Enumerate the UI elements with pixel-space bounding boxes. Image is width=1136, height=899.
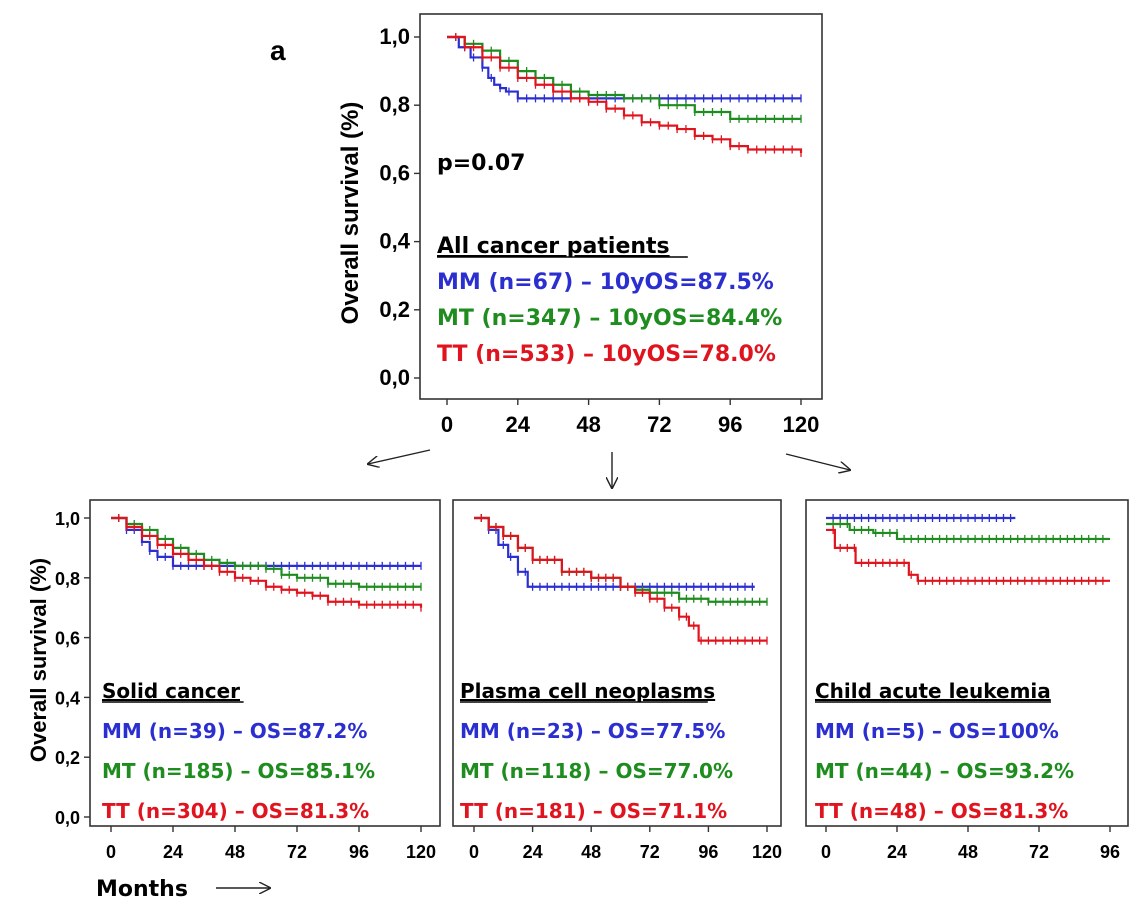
legend-entry-mt: MT (n=185) – OS=85.1% (102, 759, 375, 783)
y-tick-label: 0,0 (379, 365, 410, 390)
x-tick-label: 0 (469, 842, 479, 862)
legend-entry-tt: TT (n=304) – OS=81.3% (102, 799, 369, 823)
x-tick-label: 72 (1029, 842, 1049, 862)
y-tick-label: 1,0 (55, 509, 80, 529)
legend-entry-mt: MT (n=118) – OS=77.0% (460, 759, 733, 783)
x-tick-label: 0 (441, 412, 453, 437)
solid-cancer-chart: 0 24 48 72 96 120 0,0 0,2 0,4 0,6 0,8 1,0 Overall su… (26, 499, 441, 862)
x-tick-label: 0 (821, 842, 831, 862)
panel-label: a (270, 35, 286, 66)
legend-entry-mm: MM (n=5) – OS=100% (815, 719, 1059, 743)
plot-frame-solid (89, 499, 441, 827)
y-tick-label: 0,8 (379, 92, 410, 117)
plasma-cell-chart: 0 24 48 72 96 120 Plasma cell neoplasms MM (n=2… (452, 499, 782, 862)
curve-mm (111, 516, 421, 567)
curve-tt (826, 528, 1110, 582)
x-tick-label: 96 (1100, 842, 1120, 862)
x-tick-label: 0 (106, 842, 116, 862)
x-tick-label: 96 (718, 412, 742, 437)
legend-title: Solid cancer (102, 679, 240, 703)
legend-title: Child acute leukemia (815, 679, 1051, 703)
x-tick-label: 24 (887, 842, 907, 862)
x-tick-label: 24 (163, 842, 183, 862)
y-axis-label: Overall survival (%) (26, 558, 51, 762)
x-tick-label: 48 (576, 412, 600, 437)
plot-frame-plasma (452, 499, 782, 827)
arrows (216, 449, 850, 888)
plot-frame-child (805, 499, 1129, 827)
legend-entry-tt: TT (n=533) – 10yOS=78.0% (437, 342, 776, 367)
x-tick-label: 48 (581, 842, 601, 862)
y-tick-label: 0,6 (55, 629, 80, 649)
legend-entry-mm: MM (n=23) – OS=77.5% (460, 719, 725, 743)
legend-entry-mm: MM (n=67) – 10yOS=87.5% (437, 270, 774, 295)
x-tick-label: 96 (349, 842, 369, 862)
y-tick-label: 1,0 (379, 24, 410, 49)
x-tick-label: 72 (647, 412, 671, 437)
y-tick-label: 0,2 (55, 748, 80, 768)
curve-mt (447, 35, 801, 120)
y-tick-label: 0,2 (379, 297, 410, 322)
legend-title: Plasma cell neoplasms (460, 679, 715, 703)
y-axis-label: Overall survival (%) (337, 102, 364, 325)
legend-entry-mm: MM (n=39) – OS=87.2% (102, 719, 367, 743)
legend-entry-tt: TT (n=48) – OS=81.3% (815, 799, 1068, 823)
curve-tt (474, 516, 767, 642)
x-tick-label: 72 (640, 842, 660, 862)
y-tick-label: 0,4 (55, 688, 80, 708)
curve-mm (474, 516, 755, 588)
x-tick-label: 96 (698, 842, 718, 862)
y-tick-label: 0,4 (379, 229, 410, 254)
legend-entry-tt: TT (n=181) – OS=71.1% (460, 799, 727, 823)
x-tick-label: 120 (783, 412, 820, 437)
x-tick-label: 48 (958, 842, 978, 862)
curve-mt (826, 522, 1110, 541)
x-tick-label: 24 (523, 842, 543, 862)
y-tick-label: 0,8 (55, 569, 80, 589)
x-tick-label: 48 (225, 842, 245, 862)
legend-title: All cancer patients (437, 234, 670, 259)
y-tick-label: 0,6 (379, 160, 410, 185)
plot-frame-main (419, 13, 823, 400)
y-tick-label: 0,0 (55, 808, 80, 828)
main-survival-chart: 0 24 48 72 96 120 0,0 0,2 0,4 0,6 0,8 1,0 Overall su… (337, 13, 823, 437)
x-tick-label: 24 (506, 412, 531, 437)
x-tick-label: 72 (287, 842, 307, 862)
x-tick-label: 120 (752, 842, 782, 862)
arrow-to-solid (368, 449, 431, 464)
p-value: p=0.07 (437, 151, 525, 176)
x-tick-label: 120 (406, 842, 436, 862)
child-leukemia-chart: 0 24 48 72 96 Child acute leukemia MM (n=5) – … (805, 499, 1129, 862)
legend-entry-mt: MT (n=44) – OS=93.2% (815, 759, 1074, 783)
arrow-to-child (785, 453, 850, 470)
legend-entry-mt: MT (n=347) – 10yOS=84.4% (437, 306, 782, 331)
x-axis-label: Months (96, 877, 188, 899)
